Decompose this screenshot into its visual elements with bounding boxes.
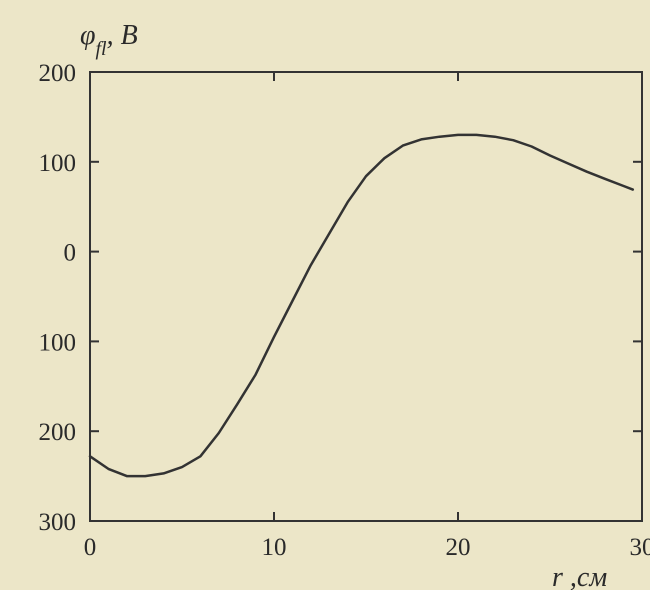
plot-border <box>89 71 643 522</box>
y-tick-label: 100 <box>39 150 77 177</box>
plot-frame <box>89 71 643 522</box>
y-tick-label: 200 <box>39 419 77 446</box>
y-tick-label: 200 <box>39 60 77 87</box>
x-tick-label: 0 <box>84 534 97 561</box>
series-line <box>88 133 635 478</box>
y-axis-subscript: fl <box>96 38 108 60</box>
series-lines <box>88 133 635 478</box>
x-tick-label: 10 <box>262 534 287 561</box>
y-tick-label: 0 <box>64 240 77 267</box>
x-axis-symbol: r <box>552 562 563 590</box>
y-axis-symbol: φ <box>80 20 96 51</box>
x-axis-unit: ,см <box>563 562 607 590</box>
x-tick-label: 20 <box>446 534 471 561</box>
axis-ticks: 0 10 20 30 200 100 0 100 200 300 <box>39 60 650 561</box>
x-axis-title: r ,см <box>552 562 607 590</box>
y-axis-unit: , B <box>107 20 138 51</box>
y-tick-label: 100 <box>39 329 77 356</box>
y-axis-title: φfl, B <box>80 20 138 60</box>
y-tick-label: 300 <box>39 509 77 536</box>
x-tick-label: 30 <box>630 534 650 561</box>
